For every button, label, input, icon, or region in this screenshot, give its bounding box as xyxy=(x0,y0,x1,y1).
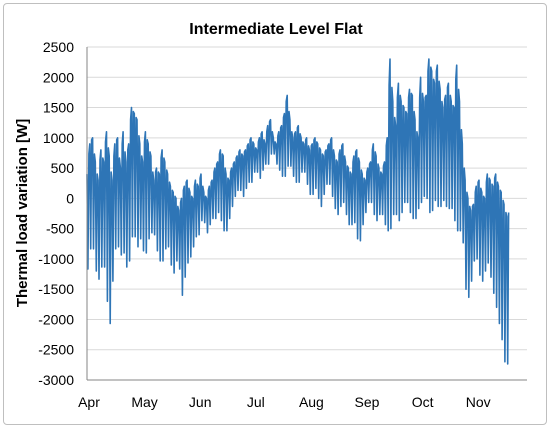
y-tick-label: -500 xyxy=(46,221,74,237)
y-tick-label: -1500 xyxy=(38,281,74,297)
x-tick-label: Jul xyxy=(247,394,265,410)
y-tick-label: -2500 xyxy=(38,342,74,358)
y-tick-label: 2500 xyxy=(43,39,74,55)
y-axis-label: Thermal load variation [W] xyxy=(14,119,31,307)
y-tick-label: 2000 xyxy=(43,69,74,85)
x-tick-label: Sep xyxy=(355,394,380,410)
gridlines xyxy=(87,46,527,381)
x-tick-label: May xyxy=(131,394,157,410)
y-tick-label: -2000 xyxy=(38,311,74,327)
y-tick-label: 0 xyxy=(66,190,74,206)
x-tick-label: Nov xyxy=(466,394,491,410)
y-tick-label: 1000 xyxy=(43,130,74,146)
series-line xyxy=(86,58,510,365)
axes xyxy=(86,47,527,381)
y-tick-label: 500 xyxy=(51,160,75,176)
y-tick-label: -3000 xyxy=(38,372,74,388)
y-tick-labels: 2500 2000 1500 1000 500 0 -500 -1000 -1500 -2000 -… xyxy=(38,39,74,388)
chart-title: Intermediate Level Flat xyxy=(189,21,363,38)
series-layer xyxy=(86,58,510,365)
x-tick-labels: Apr May Jun Jul Aug Sep Oct Nov xyxy=(78,394,491,410)
y-tick-label: -1000 xyxy=(38,251,74,267)
x-tick-label: Oct xyxy=(412,394,434,410)
x-tick-label: Aug xyxy=(299,394,324,410)
x-tick-label: Apr xyxy=(78,394,100,410)
x-tick-label: Jun xyxy=(189,394,212,410)
y-tick-label: 1500 xyxy=(43,100,74,116)
